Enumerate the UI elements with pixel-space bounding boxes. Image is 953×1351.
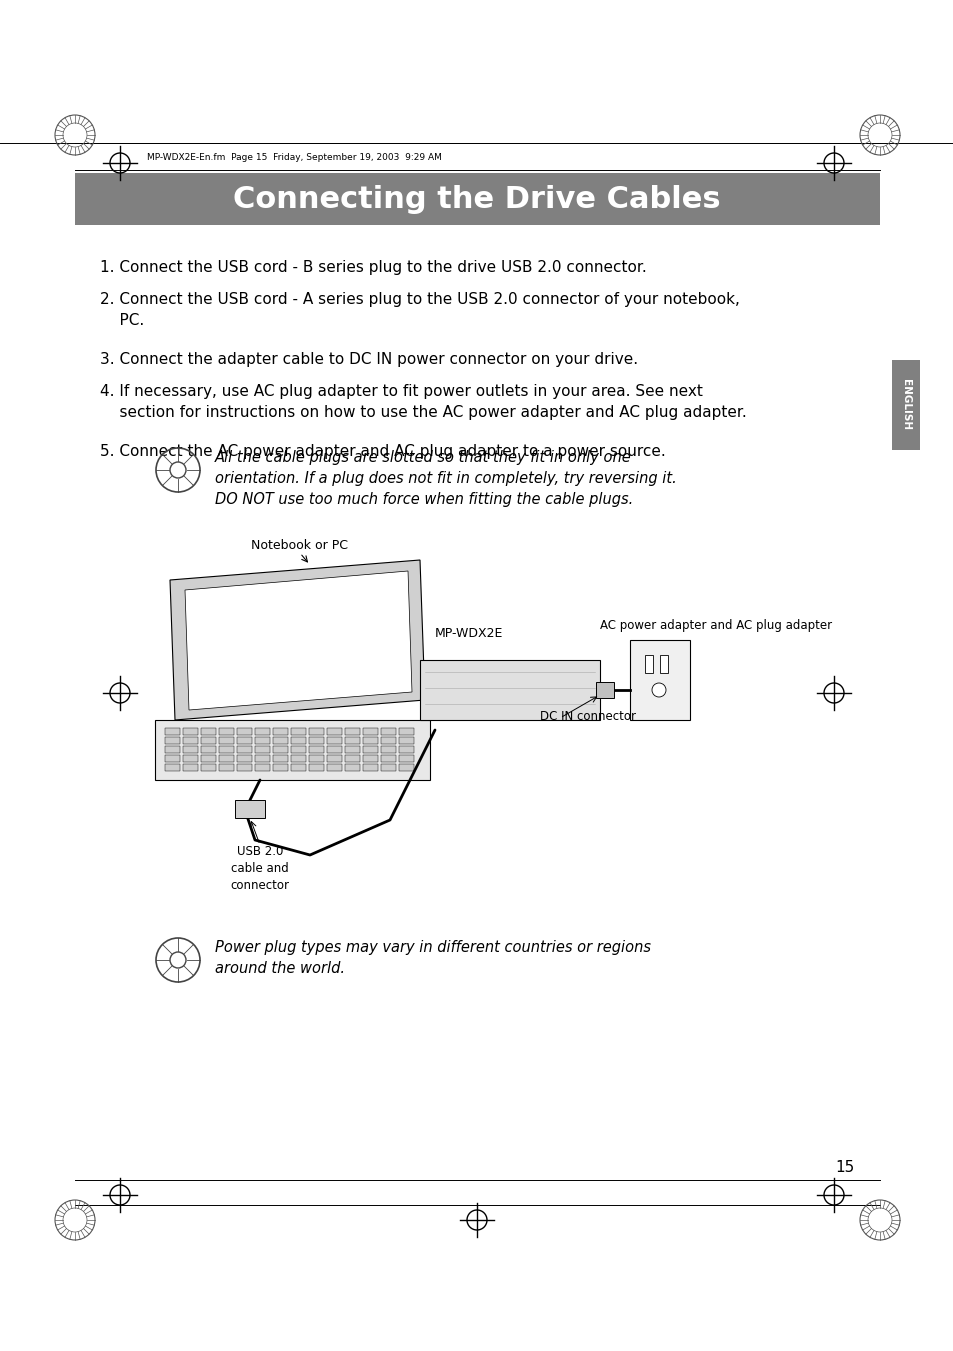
Bar [398, 765, 414, 771]
Bar [363, 738, 377, 744]
Bar [291, 738, 306, 744]
Bar [75, 173, 879, 226]
Bar [309, 728, 324, 735]
Bar [380, 728, 395, 735]
Bar [309, 738, 324, 744]
Bar [398, 728, 414, 735]
Bar [363, 765, 377, 771]
Bar [345, 755, 359, 762]
Bar [291, 746, 306, 753]
Text: USB 2.0
cable and
connector: USB 2.0 cable and connector [231, 844, 289, 892]
Bar [659, 655, 667, 673]
Bar [236, 755, 252, 762]
Bar [891, 359, 919, 450]
Text: Power plug types may vary in different countries or regions
around the world.: Power plug types may vary in different c… [214, 940, 650, 975]
Text: All the cable plugs are slotted so that they fit in only one
orientation. If a p: All the cable plugs are slotted so that … [214, 450, 676, 507]
Bar [273, 765, 288, 771]
Bar [273, 728, 288, 735]
Bar [345, 765, 359, 771]
Text: 2. Connect the USB cord - A series plug to the USB 2.0 connector of your noteboo: 2. Connect the USB cord - A series plug … [100, 292, 740, 328]
Bar [201, 765, 215, 771]
Bar [596, 682, 614, 698]
Bar [201, 755, 215, 762]
Bar [183, 765, 198, 771]
Bar [398, 746, 414, 753]
Bar [254, 765, 270, 771]
Bar [165, 755, 180, 762]
Bar [254, 728, 270, 735]
Bar [165, 765, 180, 771]
Polygon shape [154, 720, 430, 780]
Bar [345, 746, 359, 753]
Bar [201, 746, 215, 753]
Bar [254, 755, 270, 762]
Text: 4. If necessary, use AC plug adapter to fit power outlets in your area. See next: 4. If necessary, use AC plug adapter to … [100, 384, 746, 420]
Bar [380, 765, 395, 771]
Text: DC IN connector: DC IN connector [539, 711, 636, 723]
Bar [273, 738, 288, 744]
Bar [236, 746, 252, 753]
Bar [363, 755, 377, 762]
Bar [291, 755, 306, 762]
Text: 15: 15 [835, 1161, 854, 1175]
Bar [345, 738, 359, 744]
Bar [309, 746, 324, 753]
Bar [219, 746, 233, 753]
Bar [183, 738, 198, 744]
Bar [380, 746, 395, 753]
Bar [165, 738, 180, 744]
Bar [327, 765, 341, 771]
Bar [644, 655, 652, 673]
Bar [236, 728, 252, 735]
Text: Notebook or PC: Notebook or PC [252, 539, 348, 553]
Bar [419, 661, 599, 720]
Bar [254, 746, 270, 753]
Bar [219, 738, 233, 744]
Bar [219, 765, 233, 771]
Bar [327, 728, 341, 735]
Bar [309, 765, 324, 771]
Bar [219, 755, 233, 762]
Bar [183, 746, 198, 753]
Bar [309, 755, 324, 762]
Bar [327, 746, 341, 753]
Text: ENGLISH: ENGLISH [900, 380, 910, 431]
Polygon shape [185, 571, 412, 711]
Bar [327, 738, 341, 744]
Text: 3. Connect the adapter cable to DC IN power connector on your drive.: 3. Connect the adapter cable to DC IN po… [100, 353, 638, 367]
Bar [380, 738, 395, 744]
Text: Connecting the Drive Cables: Connecting the Drive Cables [233, 185, 720, 215]
Text: 5. Connect the AC power adapter and AC plug adapter to a power source.: 5. Connect the AC power adapter and AC p… [100, 444, 665, 459]
Bar [629, 640, 689, 720]
Text: AC power adapter and AC plug adapter: AC power adapter and AC plug adapter [599, 619, 831, 632]
Text: MP-WDX2E-En.fm  Page 15  Friday, September 19, 2003  9:29 AM: MP-WDX2E-En.fm Page 15 Friday, September… [147, 154, 441, 162]
Text: MP-WDX2E: MP-WDX2E [435, 627, 503, 640]
Text: 1. Connect the USB cord - B series plug to the drive USB 2.0 connector.: 1. Connect the USB cord - B series plug … [100, 259, 646, 276]
Bar [201, 728, 215, 735]
Bar [219, 728, 233, 735]
Bar [201, 738, 215, 744]
Bar [165, 746, 180, 753]
Bar [291, 728, 306, 735]
Bar [165, 728, 180, 735]
Bar [363, 746, 377, 753]
Bar [273, 746, 288, 753]
Bar [234, 800, 265, 817]
Bar [398, 755, 414, 762]
Bar [183, 755, 198, 762]
Bar [291, 765, 306, 771]
Bar [363, 728, 377, 735]
Polygon shape [170, 561, 424, 720]
Bar [183, 728, 198, 735]
Bar [345, 728, 359, 735]
Bar [273, 755, 288, 762]
Bar [380, 755, 395, 762]
Bar [236, 738, 252, 744]
Bar [254, 738, 270, 744]
Bar [398, 738, 414, 744]
Bar [327, 755, 341, 762]
Bar [236, 765, 252, 771]
Circle shape [651, 684, 665, 697]
